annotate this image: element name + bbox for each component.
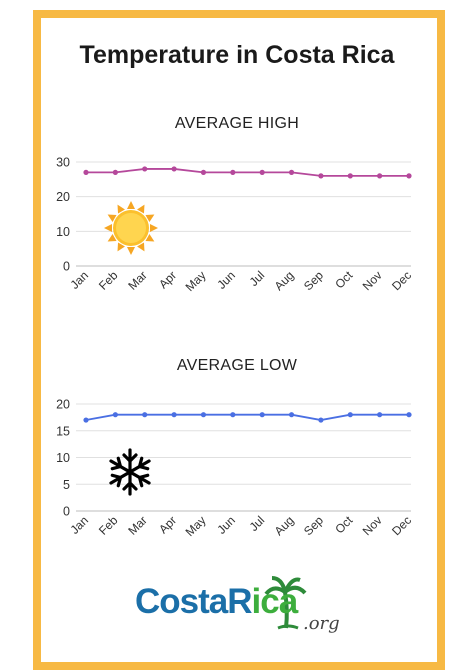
high-data-point [318, 173, 324, 179]
high-y-tick-label: 20 [56, 190, 70, 204]
average-low-chart: 0 5 10 15 20 Jan Feb Mar Apr May Jun Jul Aug Sep Oct No… [56, 398, 414, 540]
palm-tree-icon [264, 576, 307, 630]
sun-icon [104, 201, 158, 255]
low-y-tick-label: 10 [56, 451, 70, 465]
high-data-point [406, 173, 412, 179]
high-series-line [86, 168, 409, 177]
low-x-tick-label: Apr [156, 513, 179, 536]
high-x-tick-label: May [183, 268, 209, 294]
high-data-point [83, 169, 89, 175]
high-chart-title: AVERAGE HIGH [174, 115, 300, 132]
low-x-tick-label: Dec [389, 513, 414, 538]
high-x-tick-label: Apr [156, 268, 179, 291]
low-x-tick-label: Oct [332, 513, 356, 537]
high-x-tick-label: Oct [332, 268, 356, 292]
low-data-point [406, 412, 412, 418]
low-x-tick-label: Feb [96, 513, 121, 538]
costarica-logo: CostaRica .org [133, 580, 343, 640]
low-data-point [112, 412, 118, 418]
high-x-tick-label: Feb [96, 268, 121, 293]
low-y-tick-label: 0 [63, 505, 70, 519]
low-data-point [230, 412, 236, 418]
average-high-chart: 0 10 20 30 Jan Feb Mar Apr May Jun Jul Aug Sep Oct Nov… [56, 156, 414, 295]
high-data-point [112, 169, 118, 175]
low-x-tick-label: Aug [272, 513, 297, 538]
low-x-tick-label: Jan [68, 513, 92, 537]
logo-org-suffix: .org [303, 613, 340, 634]
low-x-tick-label: May [183, 513, 209, 539]
high-x-tick-label: Nov [360, 268, 385, 293]
low-data-point [318, 417, 324, 423]
high-x-tick-label: Sep [301, 268, 326, 293]
high-y-tick-label: 30 [56, 156, 70, 170]
low-series-line [85, 413, 409, 421]
poster-title: Temperature in Costa Rica [79, 41, 395, 69]
logo-text-ica: ica [251, 582, 299, 621]
low-x-tick-label: Jun [214, 513, 238, 537]
low-chart-title: AVERAGE LOW [176, 357, 298, 374]
low-y-tick-label: 20 [56, 398, 70, 412]
low-data-point [142, 412, 148, 418]
low-x-tick-label: Nov [360, 513, 385, 538]
low-data-point [347, 412, 353, 418]
low-data-point [288, 412, 295, 418]
high-data-point [259, 169, 265, 175]
high-data-point [347, 173, 353, 179]
low-data-point [377, 412, 383, 418]
high-y-tick-label: 0 [63, 260, 70, 274]
high-data-point [142, 166, 148, 172]
high-x-tick-label: Dec [389, 268, 414, 293]
logo-text-costar: CostaR [135, 582, 253, 621]
high-y-tick-label: 10 [56, 225, 70, 239]
snowflake-icon [109, 448, 151, 496]
high-data-point [288, 169, 295, 175]
high-x-tick-label: Jun [214, 268, 238, 292]
low-x-tick-label: Sep [301, 513, 326, 538]
high-x-tick-label: Jan [68, 268, 92, 292]
low-x-tick-label: Mar [125, 513, 150, 538]
high-data-point [200, 169, 207, 175]
low-data-point [259, 412, 265, 418]
low-data-point [200, 412, 207, 418]
high-x-tick-label: Aug [272, 268, 297, 293]
high-x-tick-label: Jul [247, 268, 268, 289]
low-y-tick-label: 15 [56, 424, 70, 438]
low-y-tick-label: 5 [63, 478, 70, 492]
low-data-point [83, 417, 89, 423]
high-data-point [377, 173, 383, 179]
high-data-point [230, 169, 236, 175]
high-x-tick-label: Mar [125, 268, 150, 293]
low-data-point [171, 412, 177, 418]
poster-frame [33, 10, 445, 670]
high-data-point [171, 166, 177, 172]
low-x-tick-label: Jul [247, 513, 268, 534]
